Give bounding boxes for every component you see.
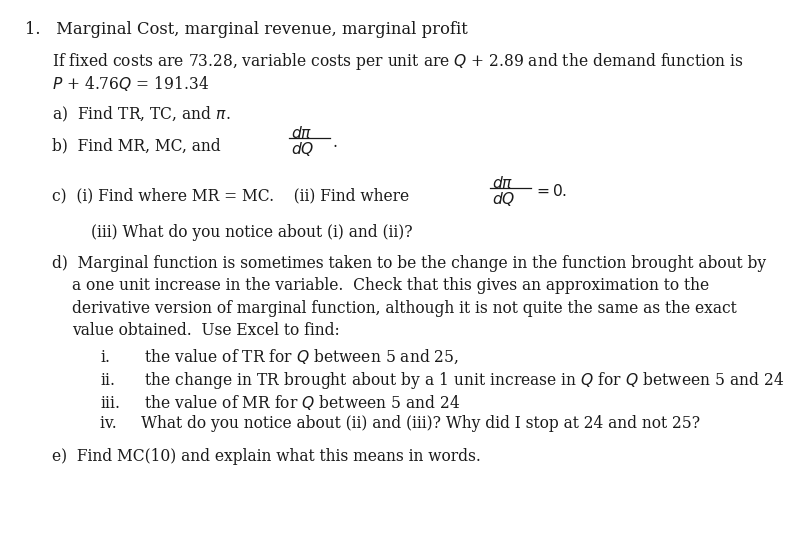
- Text: $dQ$: $dQ$: [291, 140, 314, 158]
- Text: $d\pi$: $d\pi$: [291, 125, 313, 143]
- Text: $P$ + 4.76$Q$ = 191.34: $P$ + 4.76$Q$ = 191.34: [52, 74, 209, 92]
- Text: d)  Marginal function is sometimes taken to be the change in the function brough: d) Marginal function is sometimes taken …: [52, 255, 766, 272]
- Text: a one unit increase in the variable.  Check that this gives an approximation to : a one unit increase in the variable. Che…: [72, 277, 708, 295]
- Text: iii.     the value of MR for $Q$ between 5 and 24: iii. the value of MR for $Q$ between 5 a…: [100, 393, 460, 412]
- Text: a)  Find TR, TC, and $\pi$.: a) Find TR, TC, and $\pi$.: [52, 105, 230, 124]
- Text: 1.   Marginal Cost, marginal revenue, marginal profit: 1. Marginal Cost, marginal revenue, marg…: [25, 21, 468, 38]
- Text: If fixed costs are 73.28, variable costs per unit are $Q$ + 2.89 and the demand : If fixed costs are 73.28, variable costs…: [52, 51, 743, 72]
- Text: .: .: [333, 134, 338, 151]
- Text: ii.      the change in TR brought about by a 1 unit increase in $Q$ for $Q$ betw: ii. the change in TR brought about by a …: [100, 370, 783, 392]
- Text: c)  (i) Find where MR = MC.    (ii) Find where: c) (i) Find where MR = MC. (ii) Find whe…: [52, 187, 409, 204]
- Text: value obtained.  Use Excel to find:: value obtained. Use Excel to find:: [72, 322, 339, 339]
- Text: $dQ$: $dQ$: [492, 190, 515, 208]
- Text: i.       the value of TR for $Q$ between 5 and 25,: i. the value of TR for $Q$ between 5 and…: [100, 348, 458, 367]
- Text: $= 0.$: $= 0.$: [533, 183, 568, 200]
- Text: derivative version of marginal function, although it is not quite the same as th: derivative version of marginal function,…: [72, 300, 736, 317]
- Text: (iii) What do you notice about (i) and (ii)?: (iii) What do you notice about (i) and (…: [52, 224, 412, 241]
- Text: iv.     What do you notice about (ii) and (iii)? Why did I stop at 24 and not 25: iv. What do you notice about (ii) and (i…: [100, 415, 700, 432]
- Text: b)  Find MR, MC, and: b) Find MR, MC, and: [52, 137, 220, 154]
- Text: $d\pi$: $d\pi$: [492, 175, 513, 193]
- Text: e)  Find MC(10) and explain what this means in words.: e) Find MC(10) and explain what this mea…: [52, 448, 481, 466]
